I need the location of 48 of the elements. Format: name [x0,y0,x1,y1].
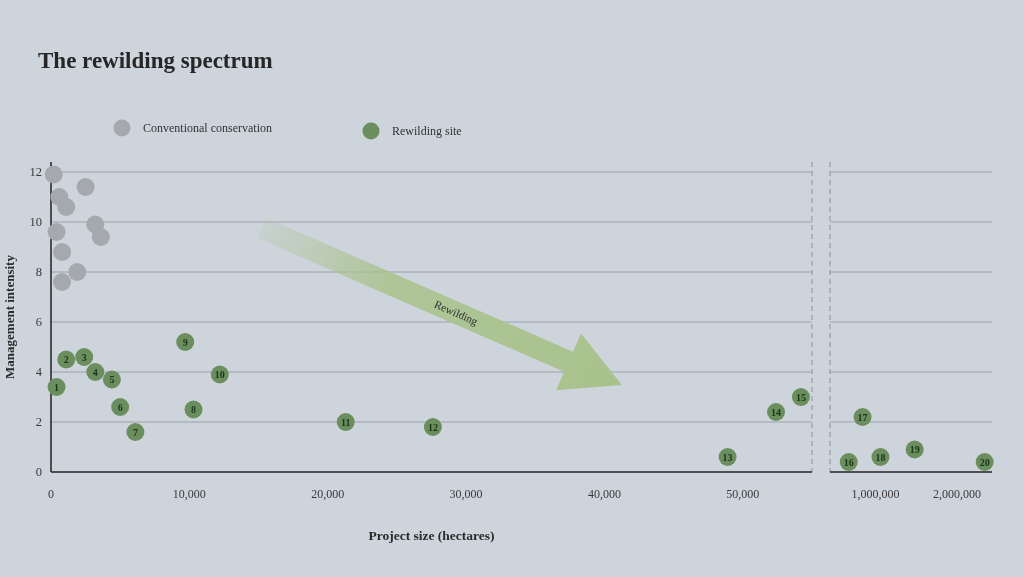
annotation: 1 [54,381,60,393]
annotation: 9 [182,336,188,348]
x-tick-label: 0 [48,487,54,501]
annotation: 8 [191,404,197,415]
y-tick-label: 12 [29,165,42,180]
annotation: 12 [427,421,438,433]
chart-title: The rewilding spectrum [38,48,273,73]
annotation: 3 [81,351,87,363]
point [68,263,87,281]
point [91,228,110,246]
x-tick-label: 40,000 [587,487,621,501]
y-tick-label: 6 [35,315,42,330]
annotation: 13 [722,451,733,463]
annotation: 2 [63,354,69,365]
annotation: 16 [843,456,854,468]
annotation: 18 [875,451,886,463]
x-tick-label: 10,000 [172,487,206,501]
point [53,273,72,291]
y-tick-label: 4 [35,365,43,380]
y-tick-label: 0 [35,465,42,480]
annotation: 17 [857,411,868,423]
annotation: 5 [109,374,115,385]
annotation: 7 [132,426,138,438]
point [53,243,72,261]
y-tick-label: 8 [35,265,42,280]
point [44,165,63,184]
annotation: 10 [214,369,225,380]
point [47,223,66,241]
x-tick-label: 1,000,000 [851,487,900,501]
y-tick-label: 2 [35,415,42,430]
x-tick-label: 30,000 [449,487,483,501]
annotation: 19 [909,444,920,455]
annotation: 20 [979,456,990,468]
annotation: 11 [340,416,351,428]
point [76,178,95,196]
annotation: 6 [117,401,123,413]
x-tick-label: 50,000 [726,487,760,501]
x-tick-label: 20,000 [311,487,345,501]
annotation: 14 [771,406,782,418]
annotation: 4 [92,366,98,378]
annotation: 15 [795,391,806,403]
point [57,198,76,216]
y-tick-label: 10 [29,215,42,230]
y-axis-title: Management intensity [2,254,17,379]
legend-label: Rewilding site [392,124,462,139]
x-axis-title: Project size (hectares) [368,528,495,543]
x-tick-label: 2,000,000 [932,487,981,501]
legend-label: Conventional conservation [143,121,272,136]
